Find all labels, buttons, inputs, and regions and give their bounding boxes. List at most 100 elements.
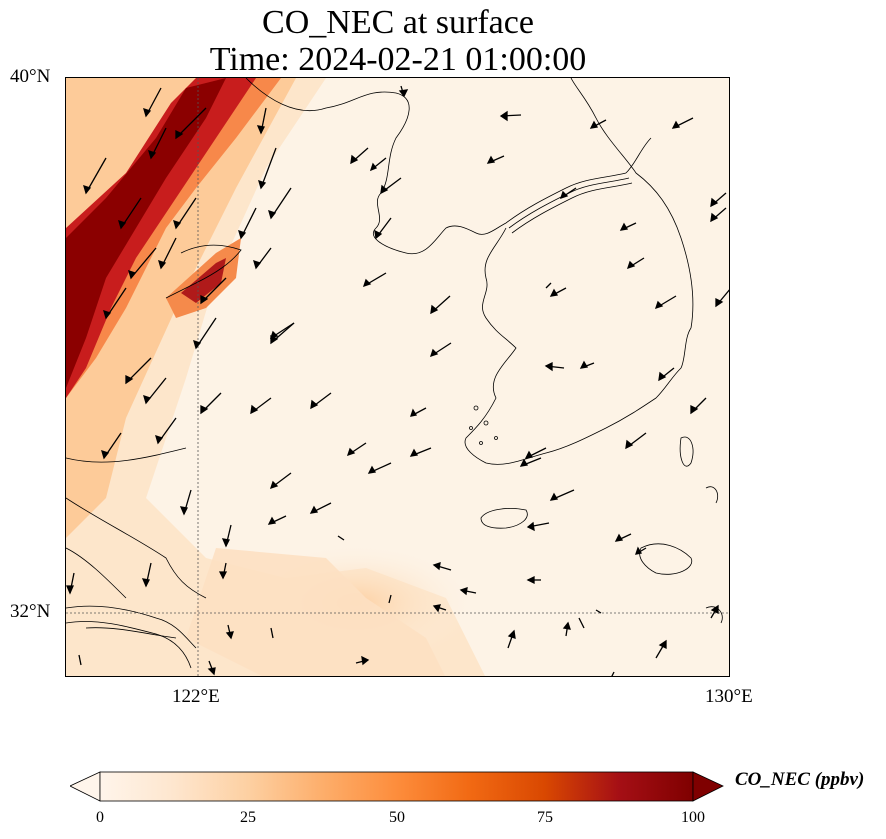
wind-arrow [200, 277, 227, 305]
wind-arrow [125, 357, 152, 385]
wind-arrow [549, 489, 575, 501]
wind-arrow [367, 462, 392, 474]
wind-arrow [655, 639, 667, 659]
wind-arrow [78, 654, 82, 666]
colorbar-tick-25: 25 [240, 809, 256, 826]
wind-arrow [611, 671, 615, 676]
wind-arrow [268, 187, 292, 220]
wind-arrow [710, 207, 727, 223]
wind-arrow [486, 155, 505, 164]
wind-arrow [430, 295, 451, 315]
wind-arrow [103, 287, 127, 320]
wind-arrow [362, 272, 387, 288]
map-title: CO_NEC at surface [262, 4, 534, 41]
wind-arrow [369, 157, 387, 172]
wind-arrow [658, 367, 675, 382]
wind-arrow [270, 627, 274, 639]
wind-arrow [374, 217, 392, 240]
wind-arrow [654, 295, 677, 310]
wind-arrow [269, 322, 295, 340]
wind-arrow [350, 147, 369, 165]
wind-arrow [499, 110, 522, 122]
wind-arrow [310, 392, 332, 410]
wind-arrow [175, 107, 207, 140]
wind-arrow [410, 407, 427, 417]
wind-arrow [337, 535, 345, 541]
coastlines [66, 78, 723, 669]
wind-arrow [519, 457, 542, 467]
wind-arrow [398, 85, 409, 98]
co-plume-outer [66, 78, 281, 398]
colorbar-tick-75: 75 [537, 809, 553, 826]
wind-arrow [128, 247, 157, 280]
wind-arrow [238, 207, 257, 240]
lon-label-122e: 122°E [172, 686, 220, 707]
wind-arrow [429, 342, 452, 358]
colorbar-title: CO_NEC (ppbv) [735, 769, 865, 790]
wind-arrow [459, 587, 477, 596]
wind-arrow [143, 87, 162, 118]
wind-arrow [671, 117, 694, 129]
wind-arrow [193, 317, 217, 350]
wind-vectors [66, 85, 729, 676]
wind-arrow [589, 119, 607, 129]
wind-arrow [380, 177, 402, 195]
wind-arrow [207, 660, 216, 676]
wind-arrow [355, 655, 370, 666]
wind-arrow [579, 360, 595, 369]
wind-arrow [143, 377, 167, 405]
wind-arrow [346, 442, 367, 457]
wind-arrow [626, 257, 645, 270]
wind-arrow [225, 624, 234, 640]
wind-arrow [269, 472, 292, 490]
wind-arrow [258, 147, 277, 190]
wind-arrow [83, 157, 107, 195]
colorbar-tick-0: 0 [96, 809, 104, 826]
colorbar-tick-100: 100 [681, 809, 705, 826]
wind-arrow [625, 432, 647, 450]
wind-arrow [118, 197, 142, 230]
wind-arrow [595, 609, 602, 614]
wind-arrow [544, 361, 565, 372]
wind-arrow [432, 562, 452, 571]
wind-arrow [432, 604, 447, 613]
wind-arrow [526, 521, 550, 532]
lat-label-32n: 32°N [10, 601, 51, 622]
map-canvas [66, 78, 729, 676]
lat-label-40n: 40°N [10, 66, 51, 87]
wind-arrow [250, 397, 272, 415]
colorbar-tick-50: 50 [389, 809, 405, 826]
wind-arrow [256, 107, 267, 135]
map-time: Time: 2024-02-21 01:00:00 [209, 41, 587, 78]
wind-arrow [715, 289, 729, 308]
wind-arrow [309, 502, 332, 514]
wind-arrow [710, 604, 719, 619]
colorbar-extend-max [692, 771, 724, 802]
wind-arrow [562, 621, 571, 637]
wind-arrow [614, 533, 632, 542]
wind-arrow [141, 562, 152, 588]
wind-arrow [524, 447, 547, 459]
colorbar-ramp [99, 771, 694, 802]
wind-arrow [221, 524, 232, 548]
wind-arrow [710, 192, 727, 208]
wind-arrow [549, 287, 567, 297]
lon-label-130e: 130°E [705, 686, 753, 707]
wind-arrow [388, 594, 392, 604]
wind-arrow [267, 515, 287, 525]
wind-arrow [158, 237, 177, 270]
wind-arrow [155, 417, 177, 445]
wind-arrow [179, 489, 192, 516]
wind-arrow [559, 187, 577, 200]
wind-arrow [635, 546, 647, 555]
wind-arrow [253, 247, 272, 270]
co-plume-core [66, 78, 226, 388]
co-field-south-tongue [186, 548, 445, 676]
wind-arrow [101, 432, 122, 460]
wind-arrow [619, 222, 637, 231]
wind-arrow [200, 392, 222, 415]
wind-arrow [409, 447, 432, 457]
wind-arrow [173, 197, 197, 230]
wind-arrow [526, 575, 541, 585]
wind-arrow [507, 629, 516, 649]
